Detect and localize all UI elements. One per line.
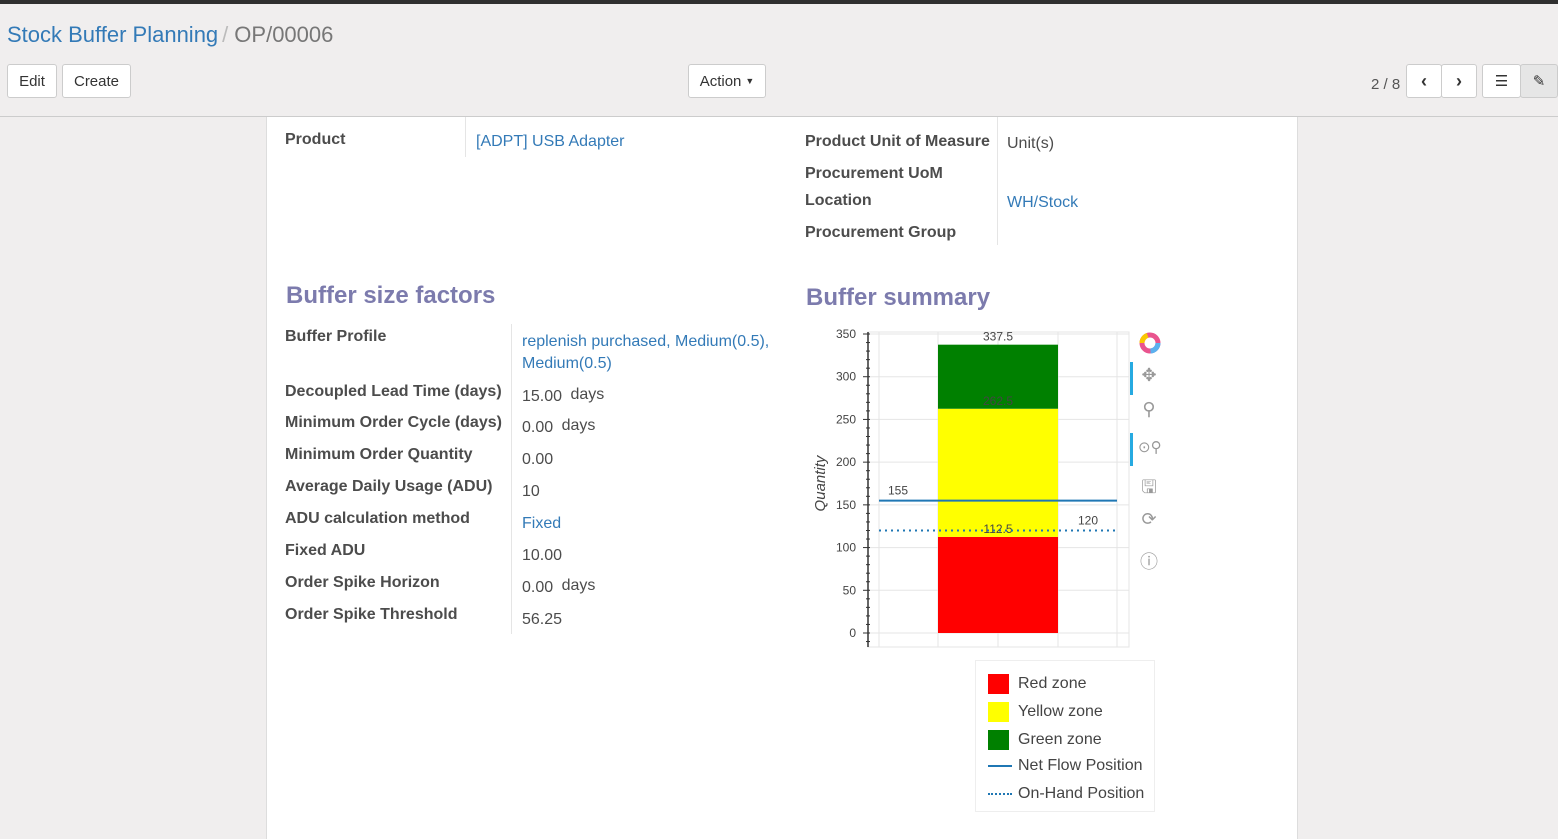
breadcrumb: Stock Buffer Planning / OP/00006 xyxy=(7,22,334,47)
y-tick-label: 300 xyxy=(836,370,856,384)
y-tick-label: 200 xyxy=(836,455,856,469)
line-label: 120 xyxy=(1078,513,1098,527)
pager-previous-button[interactable]: ‹ xyxy=(1406,64,1442,98)
legend-item-green: Green zone xyxy=(988,730,1102,750)
caret-down-icon: ▼ xyxy=(745,76,755,86)
list-view-button[interactable]: ☰ xyxy=(1482,64,1521,98)
bar-segment-yellow-zone xyxy=(938,408,1058,537)
y-tick-label: 350 xyxy=(836,327,856,341)
factor-label: Minimum Order Cycle (days) xyxy=(285,414,502,431)
factor-label: Minimum Order Quantity xyxy=(285,446,473,463)
y-tick-label: 250 xyxy=(836,412,856,426)
product-link[interactable]: [ADPT] USB Adapter xyxy=(476,133,625,150)
factor-label: Order Spike Threshold xyxy=(285,606,458,623)
chevron-right-icon: › xyxy=(1456,70,1462,91)
y-axis-label: Quantity xyxy=(812,454,829,511)
legend-item-red: Red zone xyxy=(988,674,1087,694)
action-label: Action xyxy=(699,72,742,90)
line-label: 155 xyxy=(888,484,908,498)
bar-label: 337.5 xyxy=(983,330,1013,344)
factor-label: Decoupled Lead Time (days) xyxy=(285,383,502,400)
save-tool-icon[interactable]: 🖫 xyxy=(1141,477,1157,497)
create-button[interactable]: Create xyxy=(62,64,131,98)
factor-label: Average Daily Usage (ADU) xyxy=(285,478,493,495)
location-label: Location xyxy=(805,192,872,209)
product-label: Product xyxy=(285,131,346,148)
y-tick-label: 0 xyxy=(849,626,856,640)
box-zoom-tool-icon[interactable]: ⚲ xyxy=(1142,399,1156,419)
bar-segment-green-zone xyxy=(938,344,1058,409)
y-tick-label: 50 xyxy=(843,583,857,597)
procurement-uom-label: Procurement UoM xyxy=(805,165,943,182)
chevron-left-icon: ‹ xyxy=(1421,70,1427,91)
bar-segment-red-zone xyxy=(938,536,1058,633)
factor-label: ADU calculation method xyxy=(285,510,470,527)
factor-value: 15.00 days xyxy=(522,386,605,405)
buffer-summary-title: Buffer summary xyxy=(806,284,991,311)
reset-tool-icon[interactable]: ⟳ xyxy=(1141,509,1157,529)
control-panel: Stock Buffer Planning / OP/00006 xyxy=(0,4,1558,117)
location-link[interactable]: WH/Stock xyxy=(1007,194,1079,211)
factor-value[interactable]: Fixed xyxy=(522,515,562,532)
factor-value: 0.00 days xyxy=(522,417,596,436)
legend-item-yellow: Yellow zone xyxy=(988,702,1103,722)
bar-label: 112.5 xyxy=(983,522,1012,536)
form-view-button[interactable]: ✎ xyxy=(1520,64,1558,98)
bokeh-logo-icon[interactable] xyxy=(1138,331,1161,354)
chart-legend: Red zone Yellow zone Green zone Net Flow… xyxy=(975,660,1155,812)
y-tick-label: 150 xyxy=(836,498,856,512)
pan-tool-icon[interactable]: ✥ xyxy=(1141,365,1157,385)
y-tick-label: 100 xyxy=(836,541,856,555)
procurement-group-label: Procurement Group xyxy=(805,224,957,241)
uom-value: Unit(s) xyxy=(1007,135,1055,152)
factor-value: 10 xyxy=(522,483,540,500)
factor-label: Buffer Profile xyxy=(285,328,387,345)
top-bar xyxy=(0,0,1558,4)
uom-label: Product Unit of Measure xyxy=(805,133,990,150)
action-dropdown[interactable]: Action ▼ xyxy=(688,64,766,98)
factor-value: 0.00 days xyxy=(522,577,596,596)
factor-value[interactable]: replenish purchased, Medium(0.5), Medium(… xyxy=(522,333,770,372)
breadcrumb-parent[interactable]: Stock Buffer Planning xyxy=(7,22,219,47)
list-icon: ☰ xyxy=(1494,73,1509,90)
factor-label: Fixed ADU xyxy=(285,542,366,559)
buffer-factors-title: Buffer size factors xyxy=(286,282,496,309)
edit-form-icon: ✎ xyxy=(1532,73,1546,90)
edit-button[interactable]: Edit xyxy=(7,64,57,98)
factor-label: Order Spike Horizon xyxy=(285,574,440,591)
factor-value: 10.00 xyxy=(522,547,563,564)
pager-next-button[interactable]: › xyxy=(1441,64,1477,98)
wheel-zoom-tool-icon[interactable]: ⊙⚲ xyxy=(1138,439,1162,456)
breadcrumb-current: OP/00006 xyxy=(234,22,334,47)
buffer-chart: 0 50 100 150 200 250 300 350 Quantity 112.5 262.5 3… xyxy=(812,327,1130,648)
factor-value: 0.00 xyxy=(522,451,554,468)
bar-label: 262.5 xyxy=(983,394,1013,408)
legend-item-on-hand: On-Hand Position xyxy=(988,785,1144,803)
legend-item-net-flow: Net Flow Position xyxy=(988,757,1143,775)
help-tool-icon[interactable]: ⓘ xyxy=(1140,552,1158,572)
pager-value: 2 / 8 xyxy=(1371,76,1401,93)
factor-value: 56.25 xyxy=(522,611,563,628)
